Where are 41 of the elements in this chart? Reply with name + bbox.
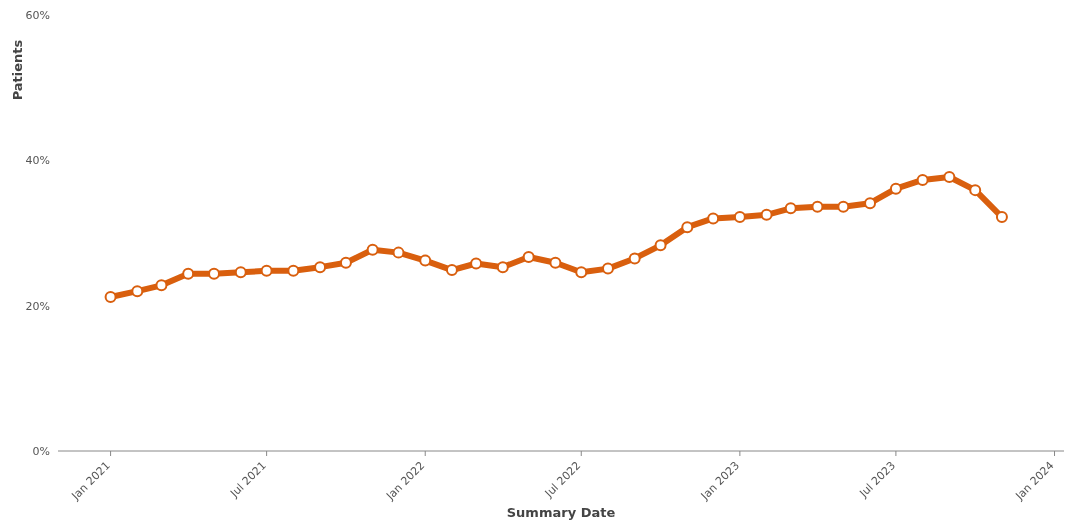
y-tick-label: 0% bbox=[32, 444, 50, 458]
point bbox=[445, 264, 458, 277]
point bbox=[392, 246, 405, 259]
point bbox=[628, 252, 641, 265]
point bbox=[104, 290, 117, 303]
point bbox=[943, 171, 956, 184]
point bbox=[522, 250, 535, 263]
point bbox=[969, 184, 982, 197]
point bbox=[131, 285, 144, 298]
point bbox=[470, 257, 483, 270]
y-tick-label: 60% bbox=[25, 8, 50, 22]
point bbox=[366, 243, 379, 256]
point bbox=[339, 256, 352, 269]
point bbox=[916, 173, 929, 186]
y-axis-title: Patients bbox=[10, 39, 26, 101]
point bbox=[260, 264, 273, 277]
point bbox=[208, 267, 221, 280]
point bbox=[707, 212, 720, 225]
point bbox=[234, 266, 247, 279]
point bbox=[654, 239, 667, 252]
point bbox=[419, 254, 432, 267]
point bbox=[155, 279, 168, 292]
x-axis-title: Summary Date bbox=[506, 505, 616, 520]
point bbox=[182, 267, 195, 280]
point bbox=[784, 202, 797, 215]
point bbox=[733, 211, 746, 224]
y-tick-label: 20% bbox=[25, 299, 50, 313]
point bbox=[314, 261, 327, 274]
point bbox=[287, 264, 300, 277]
point bbox=[549, 256, 562, 269]
y-tick-label: 40% bbox=[25, 154, 50, 168]
point bbox=[837, 200, 850, 213]
point bbox=[889, 182, 902, 195]
point bbox=[496, 261, 509, 274]
point bbox=[995, 211, 1008, 224]
point bbox=[601, 262, 614, 275]
point bbox=[811, 200, 824, 213]
point bbox=[760, 208, 773, 221]
point bbox=[681, 221, 694, 234]
point bbox=[864, 197, 877, 210]
point bbox=[575, 266, 588, 279]
